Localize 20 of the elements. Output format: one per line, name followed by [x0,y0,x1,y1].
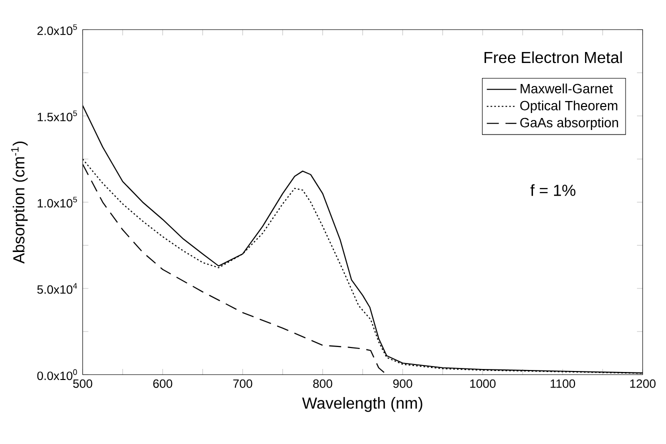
x-tick-label: 1000 [470,379,496,388]
legend-label: GaAs absorption [520,118,618,130]
x-tick-label: 1100 [550,379,576,388]
legend-label: Optical Theorem [520,100,618,113]
y-axis-title: Absorption (cm$^{-1}$) [11,142,28,264]
x-axis-title: Wavelength (nm) [302,397,422,412]
x-tick-label: 600 [153,379,172,388]
annotation: f = 1% [530,184,576,196]
y-tick-label: 1.0x10$^{5}$ [38,196,77,208]
annotation: Free Electron Metal [484,51,622,64]
x-tick-label: 900 [393,379,412,388]
y-tick-label: 0.0x10$^{0}$ [37,369,77,380]
legend-label: Maxwell-Garnet [520,84,613,94]
x-tick-label: 700 [233,379,252,388]
y-tick-label: 5.0x10$^{4}$ [37,283,78,294]
x-tick-label: 500 [73,379,92,388]
x-tick-label: 1200 [630,379,656,388]
x-tick-label: 800 [313,379,332,388]
y-tick-label: 2.0x10$^{5}$ [37,24,77,36]
y-tick-label: 1.5x10$^{5}$ [38,110,77,122]
